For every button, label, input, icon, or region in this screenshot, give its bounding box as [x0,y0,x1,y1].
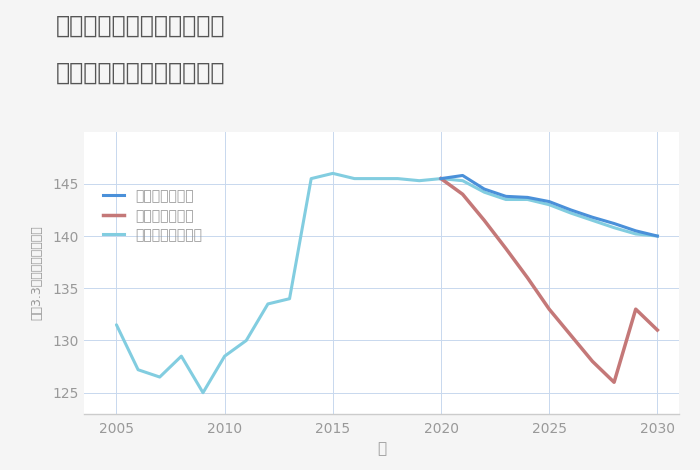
ノーマルシナリオ [653,233,662,239]
グッドシナリオ [610,221,618,227]
グッドシナリオ [545,199,554,204]
グッドシナリオ [631,228,640,234]
Line: ノーマルシナリオ: ノーマルシナリオ [441,179,657,236]
ノーマルシナリオ [545,202,554,208]
グッドシナリオ [653,233,662,239]
ノーマルシナリオ [437,176,445,181]
バッドシナリオ [437,176,445,181]
ノーマルシナリオ [524,196,532,202]
Legend: グッドシナリオ, バッドシナリオ, ノーマルシナリオ: グッドシナリオ, バッドシナリオ, ノーマルシナリオ [103,189,202,243]
ノーマルシナリオ [480,189,489,195]
ノーマルシナリオ [458,178,467,183]
Line: グッドシナリオ: グッドシナリオ [441,175,657,236]
バッドシナリオ [631,306,640,312]
バッドシナリオ [566,332,575,338]
グッドシナリオ [524,195,532,200]
グッドシナリオ [588,214,596,220]
バッドシナリオ [458,191,467,197]
グッドシナリオ [502,194,510,199]
ノーマルシナリオ [566,210,575,216]
グッドシナリオ [566,207,575,213]
Text: 兵庫県西宮市今津真砂町の: 兵庫県西宮市今津真砂町の [56,14,225,38]
ノーマルシナリオ [610,225,618,230]
バッドシナリオ [610,379,618,385]
バッドシナリオ [524,275,532,281]
グッドシナリオ [458,172,467,178]
グッドシナリオ [437,176,445,181]
X-axis label: 年: 年 [377,441,386,456]
バッドシナリオ [545,306,554,312]
バッドシナリオ [653,327,662,333]
バッドシナリオ [502,246,510,251]
バッドシナリオ [588,359,596,364]
Line: バッドシナリオ: バッドシナリオ [441,179,657,382]
Y-axis label: 坪（3.3㎡）単価（万円）: 坪（3.3㎡）単価（万円） [31,225,43,320]
ノーマルシナリオ [631,231,640,237]
ノーマルシナリオ [588,218,596,223]
Text: 中古マンションの価格推移: 中古マンションの価格推移 [56,61,225,85]
ノーマルシナリオ [502,196,510,202]
バッドシナリオ [480,218,489,223]
グッドシナリオ [480,186,489,192]
